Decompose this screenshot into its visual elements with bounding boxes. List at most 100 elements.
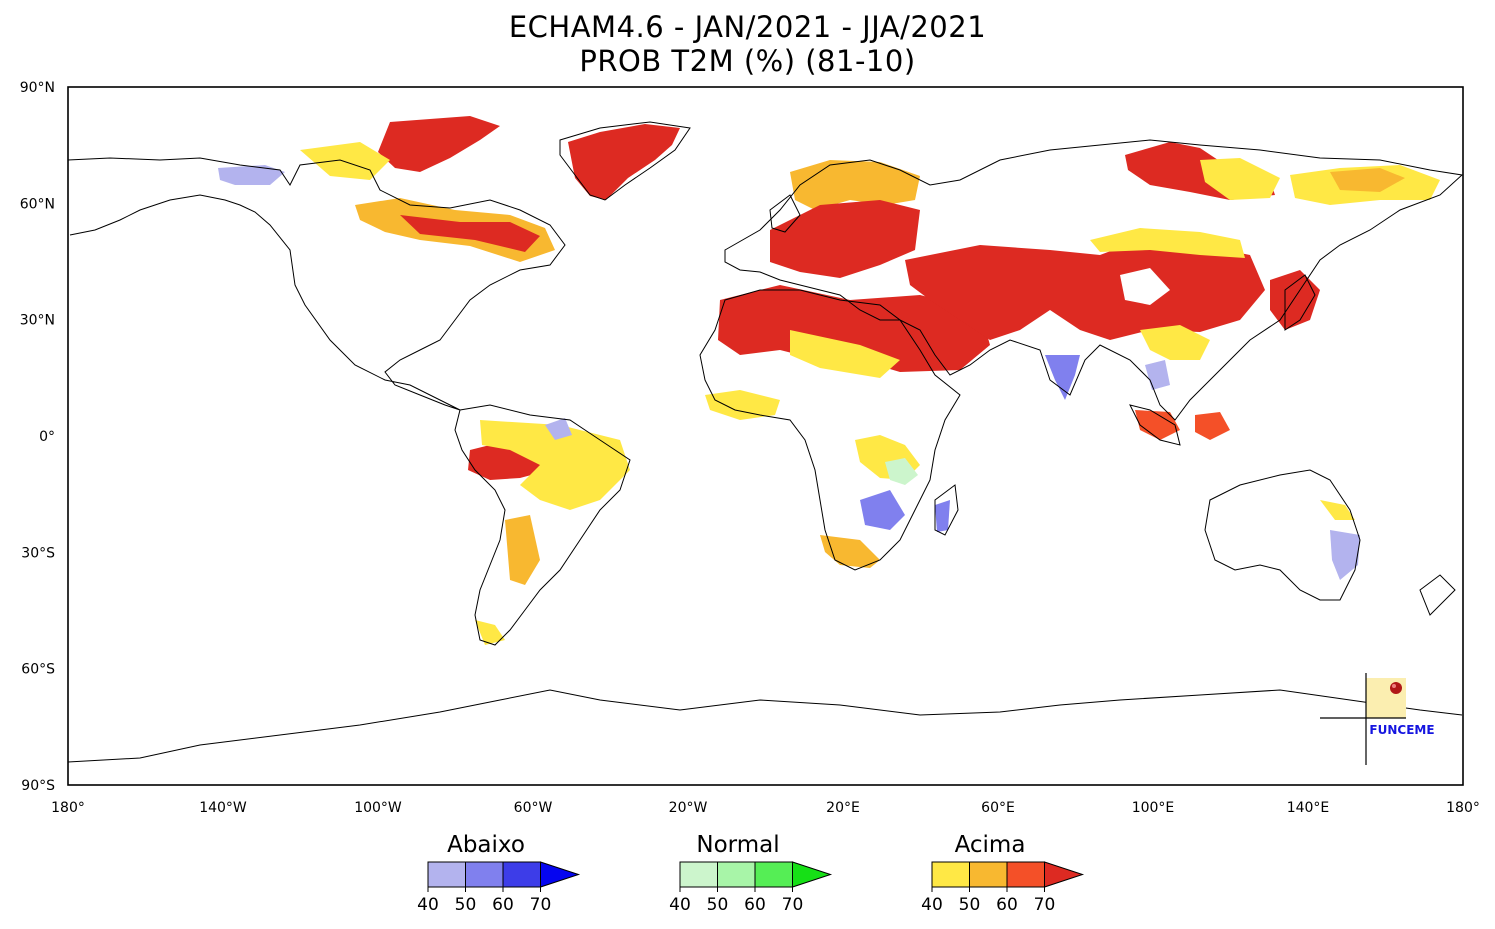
greenland-coast [559,121,691,201]
indonesia-coast [1129,404,1181,446]
region-mongolia-yellow [1090,228,1245,258]
logo-sun-icon [1390,682,1402,694]
legend-tick-label: 70 [782,895,804,915]
legend-swatch [679,861,718,888]
lat-label: 90°N [20,80,55,96]
eurasia-coast [724,139,1464,421]
lon-label: 20°W [669,800,708,816]
legend-normal: Normal 40 50 60 70 [669,832,833,915]
lat-label: 90°S [21,778,55,794]
lat-label: 0° [39,429,55,445]
australia-coast [1204,469,1361,601]
legend-tick-label: 50 [455,895,477,915]
logo-text: FUNCEME [1369,723,1434,737]
legend-swatch [427,861,466,888]
region-amazon-yellow [480,420,630,510]
lon-label: 100°W [354,800,402,816]
region-east-siberia-orange [1330,168,1405,192]
legend-acima: Acima 40 50 60 70 [921,832,1085,915]
region-east-africa-normal [885,458,918,485]
legend-swatch [931,861,970,888]
region-india-below [1045,355,1080,400]
legend-tick-label: 40 [669,895,691,915]
region-siberia-yellow [1200,158,1280,200]
region-sahara-yellow [790,330,900,378]
uk-coast [769,194,801,233]
funceme-logo: FUNCEME [1320,673,1435,765]
legend-tick-label: 50 [707,895,729,915]
legend-tick-label: 60 [744,895,766,915]
legend-tick-label: 40 [417,895,439,915]
lon-label: 140°E [1287,800,1330,816]
region-borneo [1195,412,1230,440]
legend-swatch [502,861,541,888]
region-australia-below [1330,530,1360,580]
lon-label: 20°E [826,800,860,816]
legend-abaixo: Abaixo 40 50 60 70 [417,832,581,915]
region-se-asia-below [1145,360,1170,390]
region-greenland [568,124,680,200]
legend-swatch [1006,861,1045,888]
region-australia-east [1320,500,1355,520]
new-zealand-coast [1419,574,1456,616]
region-japan [1270,270,1320,330]
legend-arrow [540,861,581,888]
lon-label: 180° [1446,800,1480,816]
region-se-asia-yellow [1140,325,1210,360]
lon-label: 60°W [514,800,553,816]
lon-label: 140°W [199,800,247,816]
legend-swatch [969,861,1008,888]
legend-swatch [717,861,756,888]
legend-swatch [465,861,504,888]
legend-title: Normal [696,832,779,858]
legend-arrow [792,861,833,888]
region-canada-south-red [400,215,540,252]
probability-shading [218,116,1440,645]
legends: Abaixo 40 50 60 70 Normal 40 50 60 70 Acima 40 50 60 7… [417,832,1085,915]
coastlines [67,121,1464,763]
region-guiana-below [545,418,572,440]
lon-label: 60°E [981,800,1015,816]
lon-label: 180° [51,800,85,816]
map-subtitle: PROB T2M (%) (81-10) [579,44,916,78]
legend-title: Acima [955,832,1026,858]
latitude-axis: 90°N 60°N 30°N 0° 30°S 60°S 90°S [20,80,55,794]
legend-tick-label: 70 [1034,895,1056,915]
region-central-asia [905,240,1265,340]
region-mozambique-below [860,490,905,530]
madagascar-coast [934,484,959,536]
japan-coast [1284,274,1316,331]
legend-title: Abaixo [447,832,525,858]
legend-arrow [1044,861,1085,888]
map-frame [67,86,1464,786]
legend-tick-label: 70 [530,895,552,915]
region-southern-africa [820,535,880,568]
region-south-america-south [505,515,540,585]
africa-coast [699,289,961,571]
logo-sun-highlight [1392,684,1396,688]
north-america-coast [67,157,566,411]
lat-label: 30°S [21,545,55,561]
lat-label: 60°S [21,662,55,678]
map-title: ECHAM4.6 - JAN/2021 - JJA/2021 [508,10,987,44]
longitude-axis: 180° 140°W 100°W 60°W 20°W 20°E 60°E 100°E 140°E… [51,800,1480,816]
lon-label: 100°E [1132,800,1175,816]
region-europe [770,200,920,278]
region-canada-arctic [378,116,500,172]
region-west-africa [705,390,780,420]
legend-swatch [754,861,793,888]
legend-tick-label: 50 [959,895,981,915]
legend-tick-label: 60 [492,895,514,915]
region-patagonia [475,620,505,645]
region-alaska-below [218,165,285,185]
antarctica-coast [67,689,1463,763]
legend-tick-label: 40 [921,895,943,915]
south-america-coast [454,404,631,646]
region-indonesia [1135,410,1180,440]
legend-tick-label: 60 [996,895,1018,915]
region-central-asia-white [1120,268,1170,305]
region-madagascar-below [935,500,950,532]
region-north-africa [718,285,990,372]
region-europe-north [790,160,920,210]
